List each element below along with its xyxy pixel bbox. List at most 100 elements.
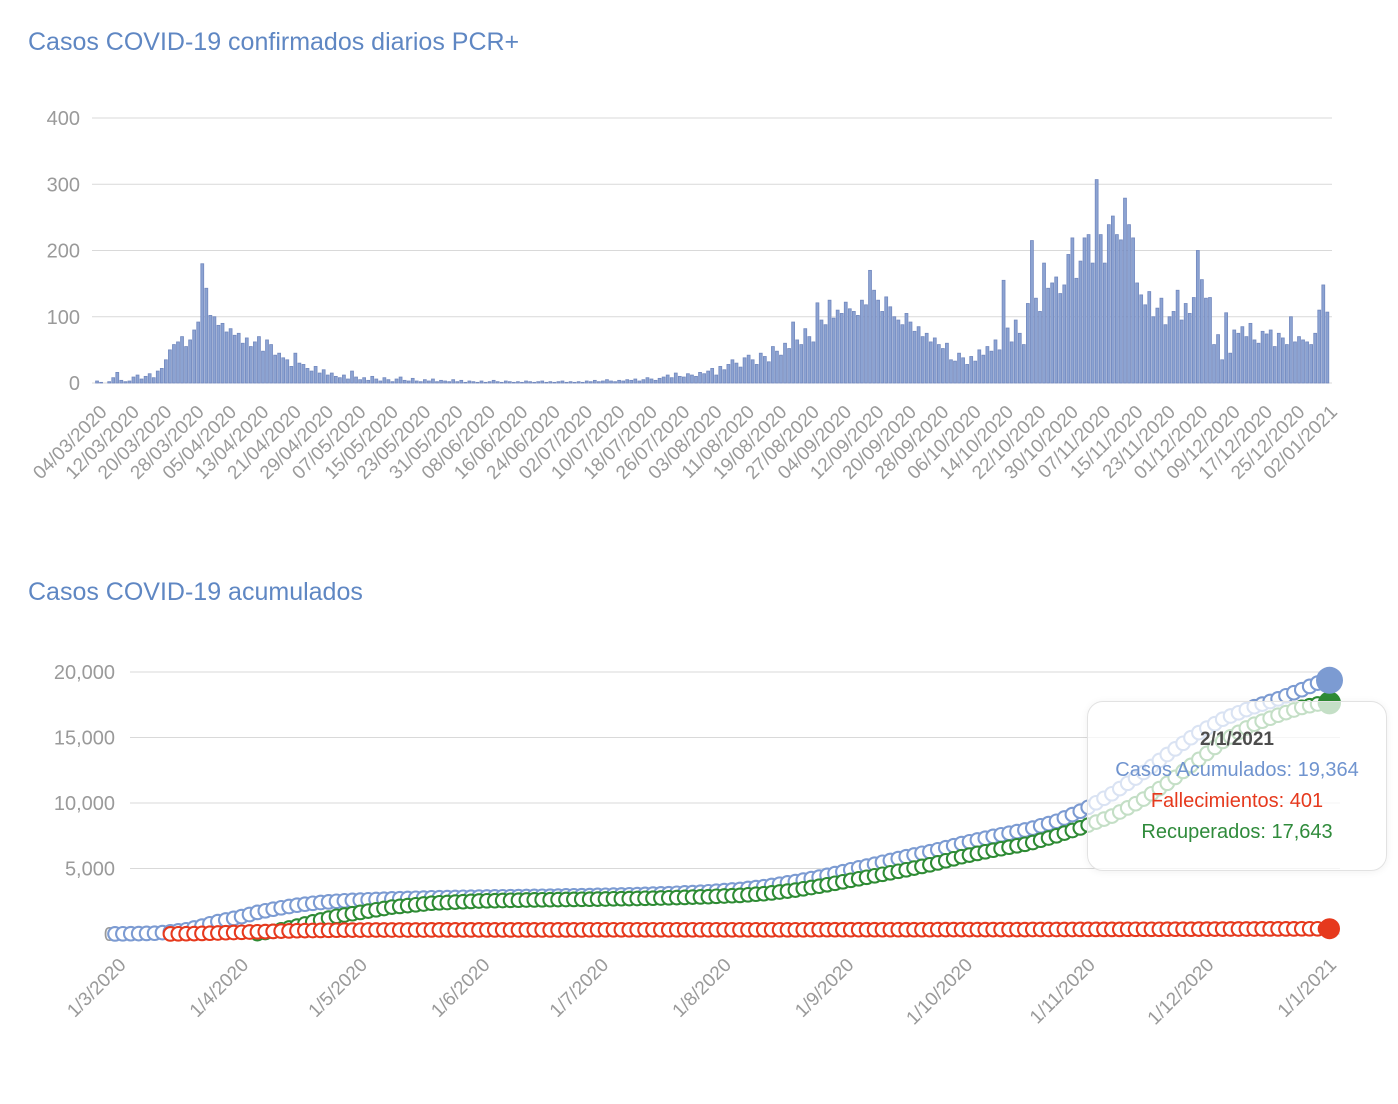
bar[interactable] bbox=[884, 296, 889, 384]
bar[interactable] bbox=[398, 376, 403, 384]
bar[interactable] bbox=[961, 357, 965, 384]
bar[interactable] bbox=[1200, 279, 1204, 384]
bar[interactable] bbox=[1115, 234, 1119, 384]
bar[interactable] bbox=[487, 381, 492, 384]
bar[interactable] bbox=[435, 381, 439, 384]
bar[interactable] bbox=[1313, 332, 1318, 384]
bar[interactable] bbox=[374, 378, 379, 384]
bar[interactable] bbox=[706, 370, 711, 384]
bar[interactable] bbox=[471, 381, 476, 384]
bar[interactable] bbox=[1159, 297, 1164, 384]
bar[interactable] bbox=[1240, 326, 1245, 384]
bar[interactable] bbox=[1143, 304, 1148, 384]
bar[interactable] bbox=[414, 380, 419, 384]
bar[interactable] bbox=[402, 379, 407, 384]
bar[interactable] bbox=[342, 374, 346, 384]
bar[interactable] bbox=[431, 378, 435, 384]
bar[interactable] bbox=[269, 344, 273, 384]
bar[interactable] bbox=[1191, 297, 1196, 384]
bar[interactable] bbox=[1054, 276, 1059, 384]
bar[interactable] bbox=[390, 381, 395, 384]
bar[interactable] bbox=[560, 380, 565, 384]
bar[interactable] bbox=[1147, 291, 1152, 384]
bar[interactable] bbox=[572, 381, 577, 384]
bar[interactable] bbox=[556, 381, 561, 384]
bar[interactable] bbox=[856, 315, 860, 384]
bar[interactable] bbox=[787, 348, 791, 384]
bar[interactable] bbox=[1285, 344, 1289, 384]
bar[interactable] bbox=[1179, 319, 1184, 384]
bar[interactable] bbox=[742, 357, 747, 384]
bar[interactable] bbox=[1001, 279, 1006, 384]
bar[interactable] bbox=[119, 379, 124, 384]
bar[interactable] bbox=[1013, 319, 1018, 384]
bar[interactable] bbox=[524, 380, 528, 384]
bar[interactable] bbox=[702, 373, 706, 384]
bar[interactable] bbox=[285, 359, 290, 384]
bar[interactable] bbox=[135, 374, 140, 384]
bar[interactable] bbox=[410, 377, 415, 384]
bar[interactable] bbox=[1098, 234, 1103, 384]
bar[interactable] bbox=[216, 324, 221, 384]
bar[interactable] bbox=[520, 381, 524, 384]
bar[interactable] bbox=[815, 302, 820, 384]
bar[interactable] bbox=[835, 309, 840, 384]
bar[interactable] bbox=[665, 374, 670, 384]
bar[interactable] bbox=[1106, 224, 1111, 384]
bar[interactable] bbox=[924, 332, 929, 384]
bar[interactable] bbox=[605, 379, 609, 384]
bar[interactable] bbox=[309, 370, 314, 384]
bar[interactable] bbox=[507, 381, 512, 384]
bar[interactable] bbox=[912, 330, 917, 384]
bar[interactable] bbox=[321, 369, 326, 384]
bar[interactable] bbox=[1321, 284, 1326, 384]
bar[interactable] bbox=[629, 379, 634, 384]
bar[interactable] bbox=[576, 381, 581, 384]
bar[interactable] bbox=[1038, 311, 1042, 384]
bar[interactable] bbox=[1236, 332, 1241, 384]
bar[interactable] bbox=[147, 373, 152, 384]
bar[interactable] bbox=[588, 381, 593, 384]
bar[interactable] bbox=[1042, 262, 1046, 384]
bar[interactable] bbox=[463, 381, 468, 384]
bar[interactable] bbox=[503, 380, 508, 384]
bar[interactable] bbox=[568, 381, 573, 384]
bar[interactable] bbox=[443, 380, 447, 384]
bar[interactable] bbox=[823, 324, 828, 384]
bar[interactable] bbox=[843, 301, 848, 384]
bar[interactable] bbox=[985, 346, 990, 384]
bar[interactable] bbox=[208, 315, 213, 384]
bar[interactable] bbox=[1078, 260, 1083, 384]
bar[interactable] bbox=[1293, 341, 1297, 384]
bar[interactable] bbox=[289, 366, 294, 384]
bar[interactable] bbox=[746, 354, 751, 384]
bar[interactable] bbox=[718, 366, 723, 384]
bar[interactable] bbox=[540, 380, 545, 384]
bar[interactable] bbox=[1123, 197, 1127, 384]
series-end-marker[interactable] bbox=[1319, 918, 1340, 940]
bar[interactable] bbox=[159, 368, 164, 384]
bar[interactable] bbox=[1228, 352, 1233, 384]
bar[interactable] bbox=[949, 359, 953, 384]
bar[interactable] bbox=[661, 376, 666, 384]
bar[interactable] bbox=[1062, 284, 1067, 384]
bar[interactable] bbox=[617, 379, 621, 384]
bar[interactable] bbox=[1260, 330, 1265, 384]
bar[interactable] bbox=[346, 378, 350, 384]
bar[interactable] bbox=[155, 370, 160, 384]
bar[interactable] bbox=[649, 378, 654, 384]
bar[interactable] bbox=[641, 379, 646, 384]
bar[interactable] bbox=[1297, 336, 1301, 384]
bar[interactable] bbox=[180, 336, 184, 384]
bar[interactable] bbox=[969, 356, 974, 384]
bar[interactable] bbox=[847, 308, 852, 384]
bar[interactable] bbox=[528, 381, 532, 384]
bar[interactable] bbox=[892, 316, 897, 384]
bar[interactable] bbox=[370, 375, 375, 384]
bar[interactable] bbox=[791, 321, 795, 384]
bar[interactable] bbox=[904, 313, 909, 384]
bar[interactable] bbox=[451, 379, 456, 384]
bar[interactable] bbox=[1009, 341, 1014, 384]
bar[interactable] bbox=[827, 299, 832, 384]
bar[interactable] bbox=[932, 337, 937, 384]
